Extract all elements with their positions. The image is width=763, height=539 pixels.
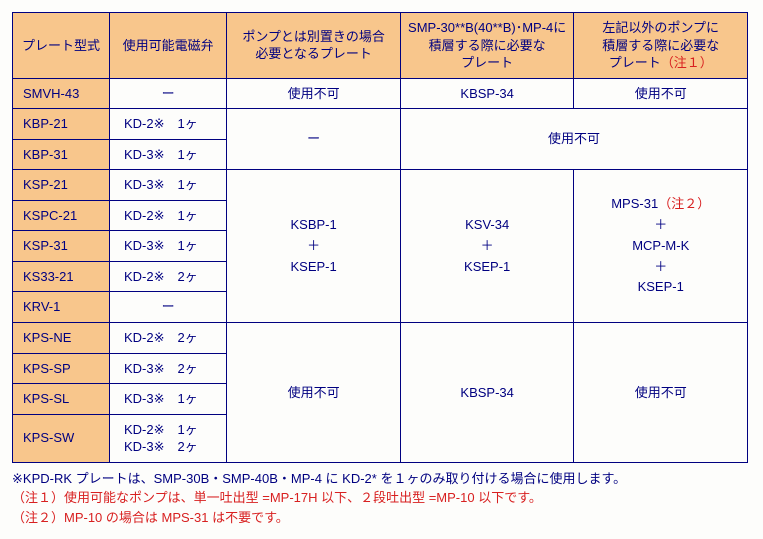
cell-model: KBP-31	[13, 139, 110, 170]
cell-kbp-c34: 使用不可	[400, 109, 747, 170]
cell-kps-c4: 使用不可	[574, 323, 748, 463]
cell-model: KSPC-21	[13, 200, 110, 231]
col-other-pump-note: （注１）	[661, 55, 713, 70]
table-row: SMVH-43 ー 使用不可 KBSP-34 使用不可	[13, 78, 748, 109]
cell-valve: KD-3※ 1ヶ	[109, 231, 226, 262]
cell-c3: KBSP-34	[400, 78, 574, 109]
plate-table: プレート型式 使用可能電磁弁 ポンプとは別置きの場合必要となるプレート SMP-…	[12, 12, 748, 463]
col-valve: 使用可能電磁弁	[109, 13, 226, 79]
col-smp-plate: SMP-30**B(40**B)･MP-4に積層する際に必要なプレート	[400, 13, 574, 79]
cell-c4: 使用不可	[574, 78, 748, 109]
cell-model: KRV-1	[13, 292, 110, 323]
cell-valve: KD-3※ 1ヶ	[109, 170, 226, 201]
cell-kbp-c2: ー	[227, 109, 401, 170]
cell-ksp-c4: MPS-31（注２） ＋MCP-M-K＋KSEP-1	[574, 170, 748, 323]
cell-valve: KD-2※ 2ヶ	[109, 261, 226, 292]
table-row: KSP-21 KD-3※ 1ヶ KSBP-1＋KSEP-1 KSV-34＋KSE…	[13, 170, 748, 201]
cell-model: KBP-21	[13, 109, 110, 140]
cell-ksp-c4-rest: ＋MCP-M-K＋KSEP-1	[632, 217, 689, 294]
cell-model: KPS-SW	[13, 414, 110, 462]
col-plate-model: プレート型式	[13, 13, 110, 79]
header-row: プレート型式 使用可能電磁弁 ポンプとは別置きの場合必要となるプレート SMP-…	[13, 13, 748, 79]
table-row: KBP-21 KD-2※ 1ヶ ー 使用不可	[13, 109, 748, 140]
cell-ksp-c4-note: （注２）	[658, 196, 710, 211]
cell-model: KPS-NE	[13, 323, 110, 354]
cell-valve: KD-2※ 1ヶ	[109, 109, 226, 140]
cell-model: KPS-SL	[13, 384, 110, 415]
cell-valve: KD-3※ 1ヶ	[109, 384, 226, 415]
cell-ksp-c4-line1: MPS-31	[611, 196, 658, 211]
cell-ksp-c3: KSV-34＋KSEP-1	[400, 170, 574, 323]
cell-valve: KD-3※ 2ヶ	[109, 353, 226, 384]
cell-model: KPS-SP	[13, 353, 110, 384]
footnote-2: （注２）MP-10 の場合は MPS-31 は不要です。	[12, 508, 751, 528]
table-row: KPS-NE KD-2※ 2ヶ 使用不可 KBSP-34 使用不可	[13, 323, 748, 354]
cell-model: SMVH-43	[13, 78, 110, 109]
footnote-kpd: ※KPD-RK プレートは、SMP-30B・SMP-40B・MP-4 に KD-…	[12, 469, 751, 489]
cell-c2: 使用不可	[227, 78, 401, 109]
cell-valve: ー	[109, 78, 226, 109]
cell-valve: KD-2※ 2ヶ	[109, 323, 226, 354]
cell-kps-c2: 使用不可	[227, 323, 401, 463]
col-other-pump-plate: 左記以外のポンプに積層する際に必要なプレート（注１）	[574, 13, 748, 79]
cell-ksp-c2: KSBP-1＋KSEP-1	[227, 170, 401, 323]
cell-valve: KD-2※ 1ヶKD-3※ 2ヶ	[109, 414, 226, 462]
cell-model: KSP-31	[13, 231, 110, 262]
cell-valve: ー	[109, 292, 226, 323]
footnotes: ※KPD-RK プレートは、SMP-30B・SMP-40B・MP-4 に KD-…	[12, 469, 751, 528]
cell-valve: KD-3※ 1ヶ	[109, 139, 226, 170]
col-separate-plate: ポンプとは別置きの場合必要となるプレート	[227, 13, 401, 79]
cell-model: KSP-21	[13, 170, 110, 201]
cell-kps-c3: KBSP-34	[400, 323, 574, 463]
cell-model: KS33-21	[13, 261, 110, 292]
footnote-1: （注１）使用可能なポンプは、単一吐出型 =MP-17H 以下、２段吐出型 =MP…	[12, 488, 751, 508]
cell-valve: KD-2※ 1ヶ	[109, 200, 226, 231]
